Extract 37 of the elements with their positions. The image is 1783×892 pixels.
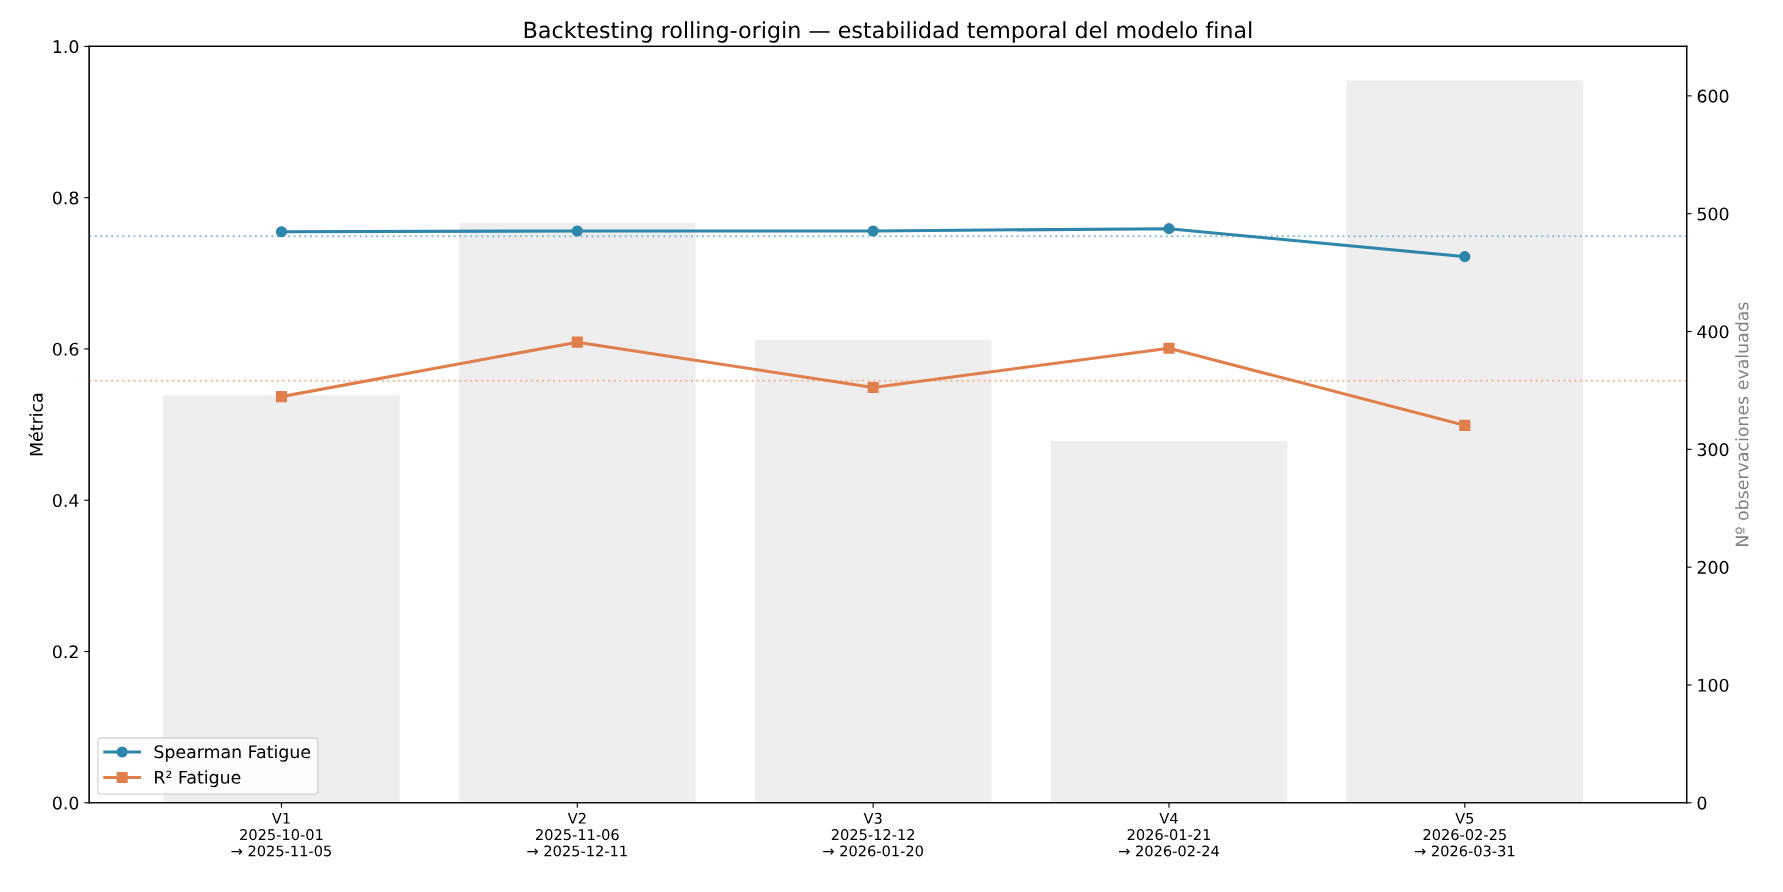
x-tick-label: V3 2025-12-12 → 2026-01-20 [823,812,923,857]
point [1459,251,1471,263]
point [571,336,583,348]
point [571,225,583,237]
x-tick-label: V4 2026-01-21 → 2026-02-24 [1119,812,1219,857]
y-axis-title: Métrica [28,393,43,456]
bar [754,339,992,803]
legend-label: Spearman Fatigue [154,744,311,762]
point [1163,342,1175,354]
y2-tick-label: 500 [1697,207,1729,221]
bar [1346,80,1584,803]
y2-tick-label: 100 [1698,678,1729,692]
y2-axis-title: Nº observaciones evaluadas [1735,302,1749,546]
y2-tick-label: 400 [1697,325,1729,339]
y2-tick-label: 600 [1697,89,1729,103]
y2-tick-label: 0 [1697,796,1707,810]
x-tick-label: V1 2025-10-01 → 2025-11-05 [231,812,331,857]
y-tick-label: 1.0 [53,40,79,54]
point [1459,419,1471,431]
point [275,226,288,238]
y-tick-label: 0.0 [52,796,79,810]
point [1163,223,1175,235]
x-tick-label: V2 2025-11-06 → 2025-12-11 [527,812,627,857]
y-tick-label: 0.4 [52,493,79,508]
point [867,381,879,394]
y-tick-label: 0.6 [52,342,79,356]
y2-tick-label: 300 [1697,443,1729,457]
point [867,225,879,237]
legend-label: R² Fatigue [155,770,241,788]
bar [1050,441,1288,803]
y-tick-label: 0.2 [52,645,78,659]
x-tick-label: V5 2026-02-25 → 2026-03-31 [1414,812,1515,857]
y-tick-label: 0.8 [52,191,79,205]
point [275,391,288,403]
chart-title: Backtesting rolling-origin — estabilidad temporal del modelo final [524,21,1252,43]
bar [458,223,696,803]
y2-tick-label: 200 [1697,560,1729,574]
